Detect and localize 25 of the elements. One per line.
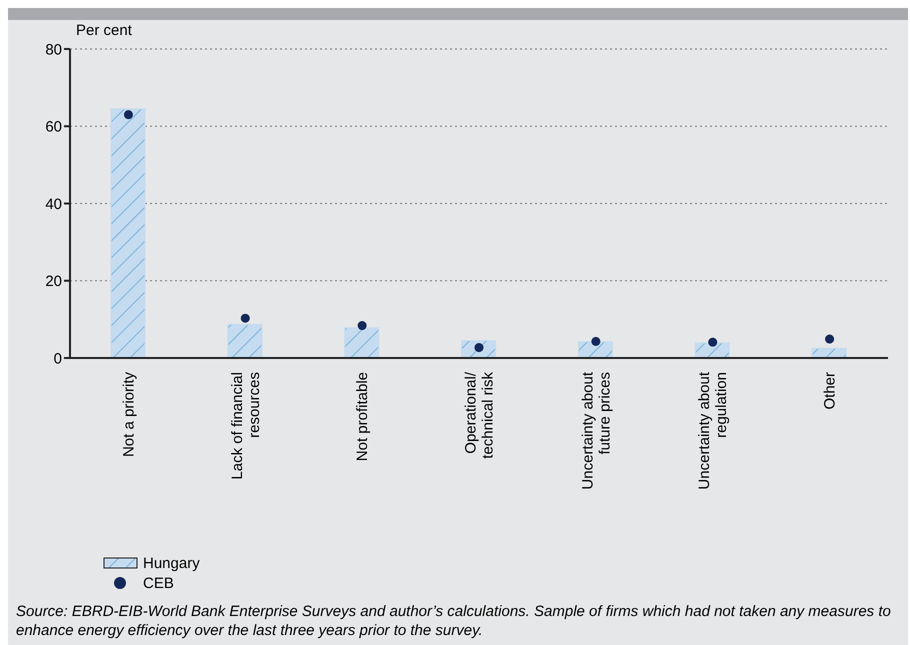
x-tick-label: Lack of financial resources <box>228 372 263 480</box>
legend-label: CEB <box>143 574 174 592</box>
point <box>591 336 600 346</box>
point <box>825 334 834 344</box>
legend-label: Hungary <box>143 554 200 572</box>
x-tick-label: Not a priority <box>120 372 138 458</box>
y-tick-label: 0 <box>54 350 62 368</box>
point <box>708 338 718 347</box>
x-tick-label: Not profitable <box>354 372 372 462</box>
y-tick-label: 40 <box>45 196 62 213</box>
x-tick-label: Other <box>822 372 839 410</box>
bar <box>344 327 380 358</box>
point <box>358 321 367 330</box>
y-tick-label: 20 <box>45 273 62 290</box>
y-tick-label: 80 <box>45 41 62 58</box>
bar <box>227 324 262 358</box>
y-tick-label: 60 <box>45 118 62 136</box>
bar <box>110 108 146 358</box>
source-note: Source: EBRD-EIB-World Bank Enterprise Surveys and author’s calculations. Sample of firms which had not taken any measures to enhance energy efficiency over the last three years prior to the survey. <box>16 602 892 640</box>
x-tick-label: Operational/ technical risk <box>462 371 496 459</box>
x-tick-label: Uncertainty about regulation <box>696 371 730 490</box>
x-tick-label: Uncertainty about future prices <box>579 371 614 490</box>
point <box>124 110 133 120</box>
y-axis-title: Per cent <box>76 22 132 39</box>
point <box>240 314 250 323</box>
